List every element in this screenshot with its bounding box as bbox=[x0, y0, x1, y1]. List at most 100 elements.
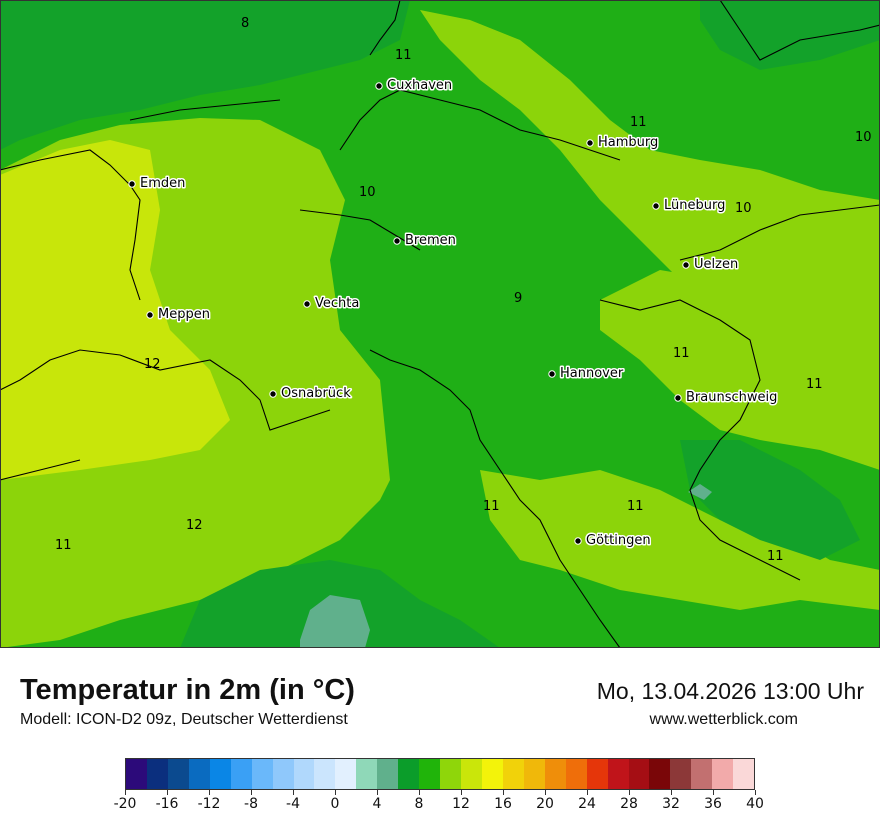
legend-swatch bbox=[188, 759, 210, 789]
legend-swatch bbox=[733, 759, 755, 789]
legend-tick bbox=[544, 790, 546, 795]
legend-swatch bbox=[272, 759, 294, 789]
legend-swatch bbox=[398, 759, 420, 789]
city-label: Göttingen bbox=[586, 533, 651, 548]
contour-label: 11 bbox=[630, 115, 647, 130]
city-bremen[interactable]: Bremen bbox=[393, 232, 457, 250]
sea-area-east bbox=[700, 0, 880, 70]
contour-labels: 8 11 11 10 10 10 9 11 12 11 11 11 12 11 … bbox=[55, 16, 872, 564]
legend-tick-label: 8 bbox=[414, 796, 424, 812]
legend-swatch bbox=[440, 759, 461, 789]
legend-tick-label: -16 bbox=[155, 796, 179, 812]
legend-tick bbox=[460, 790, 462, 795]
legend-tick-label: 28 bbox=[620, 796, 638, 812]
legend-tick bbox=[586, 790, 588, 795]
legend-tick bbox=[376, 790, 378, 795]
legend-swatch bbox=[377, 759, 399, 789]
legend-tick-label: -4 bbox=[286, 796, 300, 812]
city-label: Osnabrück bbox=[281, 386, 351, 401]
contour-label: 12 bbox=[186, 518, 203, 533]
legend-swatch bbox=[544, 759, 566, 789]
legend-swatch bbox=[335, 759, 357, 789]
cool-patch-harz bbox=[680, 440, 860, 560]
legend-tick-label: 32 bbox=[662, 796, 680, 812]
city-label: Lüneburg bbox=[664, 198, 725, 213]
contour-label: 11 bbox=[483, 499, 500, 514]
legend-tick-label: 36 bbox=[704, 796, 722, 812]
city-vechta[interactable]: Vechta bbox=[303, 295, 361, 313]
city-label: Emden bbox=[140, 176, 185, 191]
legend-swatch bbox=[481, 759, 503, 789]
city-label: Vechta bbox=[315, 296, 359, 311]
legend-swatch bbox=[628, 759, 650, 789]
map-footer: Temperatur in 2m (in °C) Modell: ICON-D2… bbox=[0, 648, 880, 830]
legend-swatch bbox=[126, 759, 147, 789]
city-label: Hannover bbox=[560, 366, 624, 381]
city-emden[interactable]: Emden bbox=[128, 175, 187, 193]
legend-tick-label: 12 bbox=[452, 796, 470, 812]
contour-label: 11 bbox=[673, 346, 690, 361]
contour-label: 10 bbox=[359, 185, 376, 200]
legend-tick bbox=[712, 790, 714, 795]
legend-swatch bbox=[523, 759, 545, 789]
city-uelzen[interactable]: Uelzen bbox=[682, 256, 740, 274]
valid-datetime: Mo, 13.04.2026 13:00 Uhr bbox=[596, 678, 864, 704]
legend-tick bbox=[502, 790, 504, 795]
city-markers: Cuxhaven Hamburg Emden Lüneburg Bremen U… bbox=[128, 77, 779, 550]
legend-swatch bbox=[419, 759, 441, 789]
weather-map: Cuxhaven Hamburg Emden Lüneburg Bremen U… bbox=[0, 0, 880, 648]
legend-tick bbox=[334, 790, 336, 795]
legend-swatch bbox=[607, 759, 629, 789]
borders bbox=[0, 0, 880, 648]
contour-label: 12 bbox=[144, 357, 161, 372]
city-braunschweig[interactable]: Braunschweig bbox=[674, 389, 779, 407]
legend-tick bbox=[670, 790, 672, 795]
city-osnabrueck[interactable]: Osnabrück bbox=[269, 385, 353, 403]
contour-label: 11 bbox=[55, 538, 72, 553]
contour-label: 11 bbox=[767, 549, 784, 564]
zone-11-south bbox=[480, 470, 880, 610]
zone-11-north bbox=[420, 10, 880, 300]
city-hannover[interactable]: Hannover bbox=[548, 365, 625, 383]
legend-swatch bbox=[209, 759, 231, 789]
legend-swatch bbox=[691, 759, 713, 789]
city-label: Cuxhaven bbox=[387, 78, 452, 93]
city-goettingen[interactable]: Göttingen bbox=[574, 532, 652, 550]
legend-tick-label: 0 bbox=[330, 796, 340, 812]
legend-tick-label: -8 bbox=[244, 796, 258, 812]
city-meppen[interactable]: Meppen bbox=[146, 306, 211, 324]
legend-tick bbox=[250, 790, 252, 795]
sea-area bbox=[0, 0, 410, 150]
legend-swatch bbox=[251, 759, 273, 789]
legend-tick-label: 16 bbox=[494, 796, 512, 812]
legend-swatch bbox=[146, 759, 168, 789]
legend-swatch bbox=[502, 759, 524, 789]
contour-label: 8 bbox=[241, 16, 249, 31]
city-cuxhaven[interactable]: Cuxhaven bbox=[375, 77, 454, 95]
city-lueneburg[interactable]: Lüneburg bbox=[652, 197, 727, 215]
legend-swatch bbox=[293, 759, 315, 789]
city-hamburg[interactable]: Hamburg bbox=[586, 134, 660, 152]
legend-tick bbox=[166, 790, 168, 795]
legend-swatch bbox=[712, 759, 734, 789]
cold-patch-brocken bbox=[688, 484, 712, 500]
legend-tick-label: 24 bbox=[578, 796, 596, 812]
legend-swatch bbox=[461, 759, 482, 789]
website-link[interactable]: www.wetterblick.com bbox=[649, 711, 798, 728]
legend-ticks: -20 -16 -12 -8 -4 0 4 8 12 16 20 24 28 32 36 40 bbox=[114, 790, 764, 820]
contour-label: 9 bbox=[514, 291, 522, 306]
contour-label: 10 bbox=[735, 201, 752, 216]
legend-tick bbox=[628, 790, 630, 795]
legend-tick-label: -20 bbox=[113, 796, 137, 812]
legend-tick bbox=[292, 790, 294, 795]
legend-swatch bbox=[586, 759, 608, 789]
cold-patch-mountain bbox=[300, 595, 370, 648]
contour-label: 11 bbox=[627, 499, 644, 514]
model-info: Modell: ICON-D2 09z, Deutscher Wetterdie… bbox=[20, 711, 348, 728]
legend-swatch bbox=[167, 759, 189, 789]
zone-11-east bbox=[600, 240, 880, 470]
legend-swatch bbox=[565, 759, 587, 789]
legend-swatch bbox=[649, 759, 671, 789]
legend-tick-label: -12 bbox=[197, 796, 221, 812]
contour-label: 10 bbox=[855, 130, 872, 145]
